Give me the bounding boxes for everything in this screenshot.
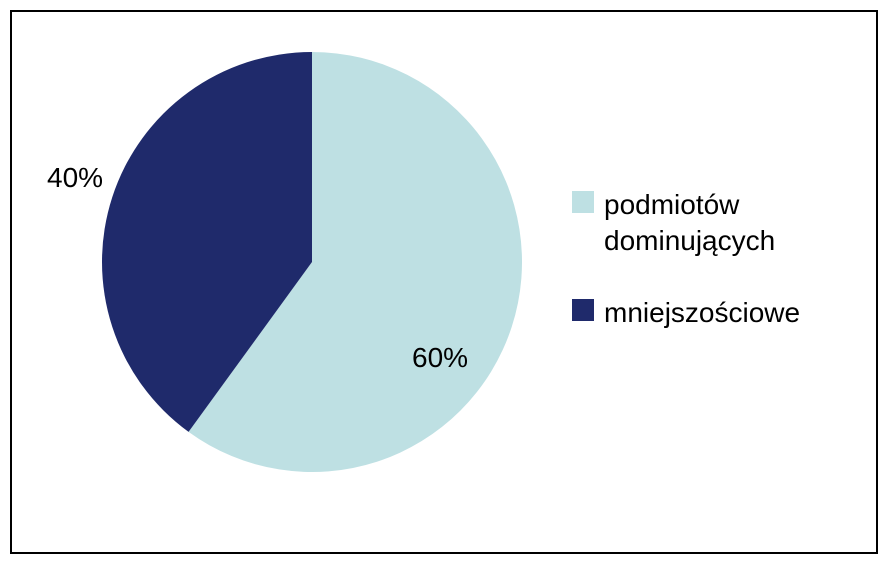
chart-frame: 60% 40% podmiotów dominujących mniejszoś… bbox=[10, 10, 878, 554]
legend-swatch-minority bbox=[572, 299, 594, 321]
slice-label-minority: 40% bbox=[47, 162, 103, 194]
legend-swatch-dominant bbox=[572, 191, 594, 213]
legend-text-minority: mniejszościowe bbox=[604, 295, 800, 331]
legend-text-dominant: podmiotów dominujących bbox=[604, 187, 862, 260]
legend-item-minority: mniejszościowe bbox=[572, 295, 862, 331]
pie-chart bbox=[102, 52, 522, 472]
legend-item-dominant: podmiotów dominujących bbox=[572, 187, 862, 260]
legend: podmiotów dominujących mniejszościowe bbox=[572, 187, 862, 366]
pie-chart-wrapper bbox=[102, 52, 522, 472]
slice-label-dominant: 60% bbox=[412, 342, 468, 374]
